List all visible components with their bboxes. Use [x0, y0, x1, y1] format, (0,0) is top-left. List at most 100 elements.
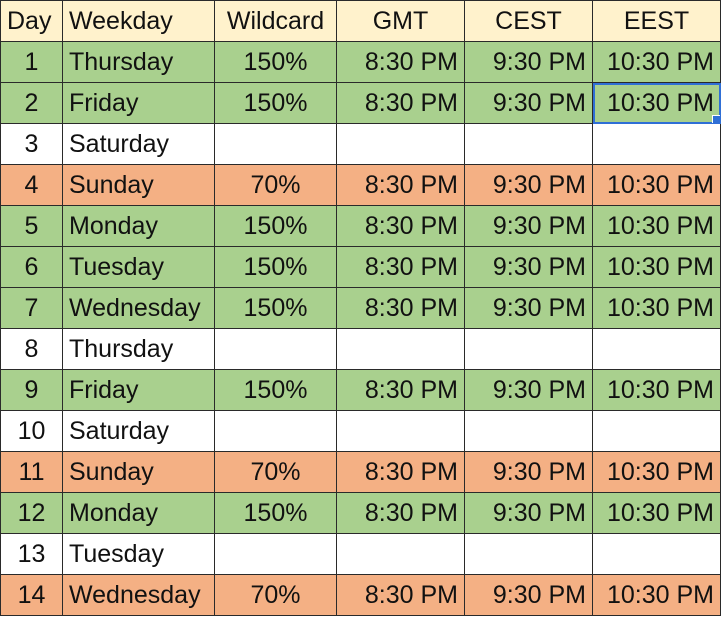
cell-eest[interactable]: 10:30 PM — [592, 287, 721, 329]
cell-wildcard[interactable]: 150% — [214, 369, 337, 411]
cell-day[interactable]: 8 — [0, 328, 63, 370]
cell-cest[interactable]: 9:30 PM — [464, 287, 593, 329]
cell-cest[interactable]: 9:30 PM — [464, 492, 593, 534]
cell-day[interactable]: 2 — [0, 82, 63, 124]
cell-gmt[interactable]: 8:30 PM — [336, 369, 465, 411]
cell-gmt[interactable] — [336, 123, 465, 165]
table-row: 2 Friday 150% 8:30 PM 9:30 PM 10:30 PM — [0, 82, 721, 124]
cell-weekday[interactable]: Monday — [62, 205, 215, 247]
cell-wildcard[interactable] — [214, 123, 337, 165]
cell-gmt[interactable]: 8:30 PM — [336, 287, 465, 329]
table-row: 7 Wednesday 150% 8:30 PM 9:30 PM 10:30 PM — [0, 287, 721, 329]
table-row: 11 Sunday 70% 8:30 PM 9:30 PM 10:30 PM — [0, 451, 721, 493]
cell-eest[interactable] — [592, 410, 721, 452]
cell-weekday[interactable]: Sunday — [62, 451, 215, 493]
cell-weekday[interactable]: Saturday — [62, 123, 215, 165]
cell-eest[interactable] — [592, 533, 721, 575]
cell-wildcard[interactable]: 70% — [214, 574, 337, 616]
cell-wildcard[interactable]: 70% — [214, 451, 337, 493]
header-cell-weekday[interactable]: Weekday — [62, 0, 215, 42]
cell-gmt[interactable] — [336, 410, 465, 452]
cell-wildcard[interactable]: 150% — [214, 287, 337, 329]
header-cell-eest[interactable]: EEST — [592, 0, 721, 42]
cell-weekday[interactable]: Friday — [62, 369, 215, 411]
header-cell-day[interactable]: Day — [0, 0, 63, 42]
cell-day[interactable]: 1 — [0, 41, 63, 83]
cell-day[interactable]: 3 — [0, 123, 63, 165]
header-cell-cest[interactable]: CEST — [464, 0, 593, 42]
cell-cest[interactable]: 9:30 PM — [464, 451, 593, 493]
cell-eest[interactable]: 10:30 PM — [592, 164, 721, 206]
table-row: 14 Wednesday 70% 8:30 PM 9:30 PM 10:30 PM — [0, 574, 721, 616]
cell-day[interactable]: 14 — [0, 574, 63, 616]
table-row: 3 Saturday — [0, 123, 721, 165]
cell-wildcard[interactable]: 150% — [214, 41, 337, 83]
cell-weekday[interactable]: Friday — [62, 82, 215, 124]
table-row: 9 Friday 150% 8:30 PM 9:30 PM 10:30 PM — [0, 369, 721, 411]
cell-day[interactable]: 12 — [0, 492, 63, 534]
cell-weekday[interactable]: Monday — [62, 492, 215, 534]
cell-gmt[interactable] — [336, 533, 465, 575]
cell-cest[interactable]: 9:30 PM — [464, 246, 593, 288]
cell-wildcard[interactable] — [214, 410, 337, 452]
cell-wildcard[interactable]: 150% — [214, 205, 337, 247]
cell-gmt[interactable]: 8:30 PM — [336, 164, 465, 206]
cell-cest[interactable] — [464, 328, 593, 370]
cell-wildcard[interactable]: 150% — [214, 246, 337, 288]
cell-eest[interactable]: 10:30 PM — [592, 451, 721, 493]
cell-gmt[interactable]: 8:30 PM — [336, 451, 465, 493]
cell-gmt[interactable]: 8:30 PM — [336, 492, 465, 534]
cell-cest[interactable]: 9:30 PM — [464, 164, 593, 206]
cell-weekday[interactable]: Thursday — [62, 41, 215, 83]
cell-gmt[interactable]: 8:30 PM — [336, 205, 465, 247]
cell-weekday[interactable]: Tuesday — [62, 533, 215, 575]
cell-wildcard[interactable]: 150% — [214, 492, 337, 534]
cell-day[interactable]: 5 — [0, 205, 63, 247]
cell-cest[interactable] — [464, 533, 593, 575]
cell-wildcard[interactable] — [214, 533, 337, 575]
cell-weekday[interactable]: Thursday — [62, 328, 215, 370]
cell-wildcard[interactable] — [214, 328, 337, 370]
fill-handle[interactable] — [712, 115, 720, 123]
table-row: 6 Tuesday 150% 8:30 PM 9:30 PM 10:30 PM — [0, 246, 721, 288]
cell-eest[interactable]: 10:30 PM — [592, 41, 721, 83]
cell-weekday[interactable]: Sunday — [62, 164, 215, 206]
cell-day[interactable]: 4 — [0, 164, 63, 206]
cell-eest[interactable]: 10:30 PM — [592, 205, 721, 247]
cell-day[interactable]: 9 — [0, 369, 63, 411]
cell-cest[interactable]: 9:30 PM — [464, 82, 593, 124]
header-cell-wildcard[interactable]: Wildcard — [214, 0, 337, 42]
cell-cest[interactable]: 9:30 PM — [464, 369, 593, 411]
cell-day[interactable]: 10 — [0, 410, 63, 452]
cell-weekday[interactable]: Tuesday — [62, 246, 215, 288]
cell-gmt[interactable]: 8:30 PM — [336, 574, 465, 616]
header-cell-gmt[interactable]: GMT — [336, 0, 465, 42]
cell-weekday[interactable]: Saturday — [62, 410, 215, 452]
cell-day[interactable]: 11 — [0, 451, 63, 493]
cell-wildcard[interactable]: 150% — [214, 82, 337, 124]
cell-cest[interactable]: 9:30 PM — [464, 205, 593, 247]
cell-gmt[interactable] — [336, 328, 465, 370]
cell-day[interactable]: 7 — [0, 287, 63, 329]
cell-eest[interactable]: 10:30 PM — [592, 574, 721, 616]
cell-eest[interactable] — [592, 123, 721, 165]
cell-day[interactable]: 6 — [0, 246, 63, 288]
table-row: 1 Thursday 150% 8:30 PM 9:30 PM 10:30 PM — [0, 41, 721, 83]
cell-cest[interactable] — [464, 123, 593, 165]
cell-eest[interactable]: 10:30 PM — [592, 369, 721, 411]
cell-weekday[interactable]: Wednesday — [62, 574, 215, 616]
cell-cest[interactable]: 9:30 PM — [464, 574, 593, 616]
cell-gmt[interactable]: 8:30 PM — [336, 41, 465, 83]
cell-day[interactable]: 13 — [0, 533, 63, 575]
selected-cell[interactable]: 10:30 PM — [592, 82, 721, 124]
cell-cest[interactable] — [464, 410, 593, 452]
cell-eest[interactable]: 10:30 PM — [592, 492, 721, 534]
cell-wildcard[interactable]: 70% — [214, 164, 337, 206]
cell-eest[interactable] — [592, 328, 721, 370]
cell-weekday[interactable]: Wednesday — [62, 287, 215, 329]
cell-gmt[interactable]: 8:30 PM — [336, 82, 465, 124]
cell-eest[interactable]: 10:30 PM — [592, 246, 721, 288]
cell-cest[interactable]: 9:30 PM — [464, 41, 593, 83]
cell-gmt[interactable]: 8:30 PM — [336, 246, 465, 288]
